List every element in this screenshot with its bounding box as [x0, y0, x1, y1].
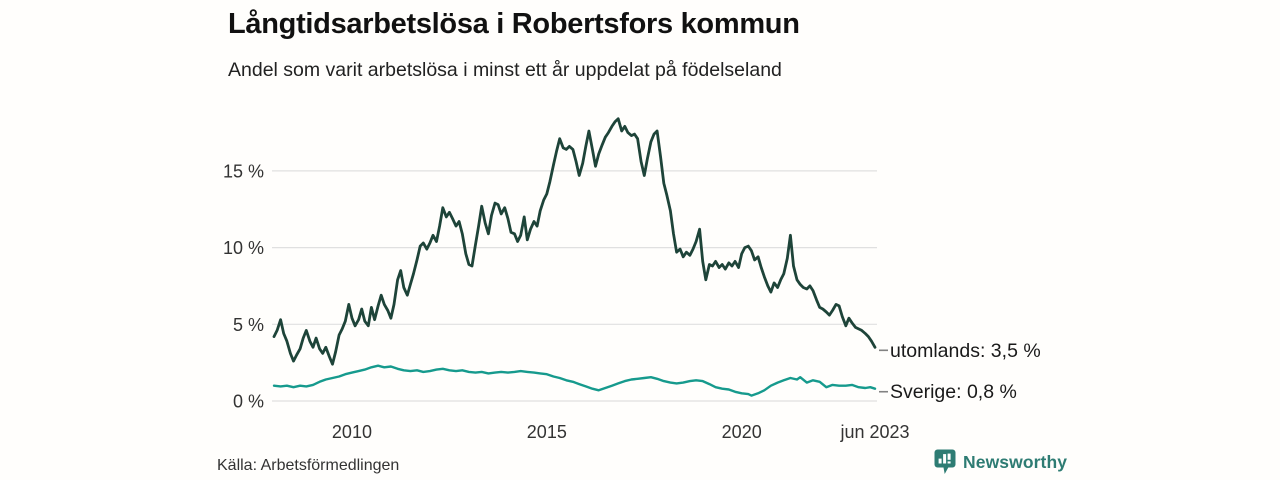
- x-tick-label: 2020: [722, 422, 762, 442]
- series-line-Sverige: [272, 364, 877, 397]
- bar-chart-speech-bubble-icon: [934, 449, 956, 474]
- series-line-utomlands: [272, 117, 877, 366]
- y-tick-label: 0 %: [233, 392, 264, 412]
- y-tick-label: 15 %: [223, 161, 264, 181]
- end-label-Sverige: Sverige: 0,8 %: [890, 381, 1017, 403]
- x-tick-label: 2015: [527, 422, 567, 442]
- newsworthy-logo: Newsworthy: [934, 449, 1067, 475]
- y-tick-label: 10 %: [223, 238, 264, 258]
- chart-title: Långtidsarbetslösa i Robertsfors kommun: [228, 8, 800, 40]
- end-label-utomlands: utomlands: 3,5 %: [890, 340, 1041, 362]
- x-tick-label: 2010: [332, 422, 372, 442]
- source-note: Källa: Arbetsförmedlingen: [217, 457, 400, 474]
- chart-subtitle: Andel som varit arbetslösa i minst ett å…: [228, 59, 782, 81]
- x-tick-label: jun 2023: [839, 422, 909, 442]
- y-tick-label: 5 %: [233, 315, 264, 335]
- brand-name: Newsworthy: [963, 451, 1068, 472]
